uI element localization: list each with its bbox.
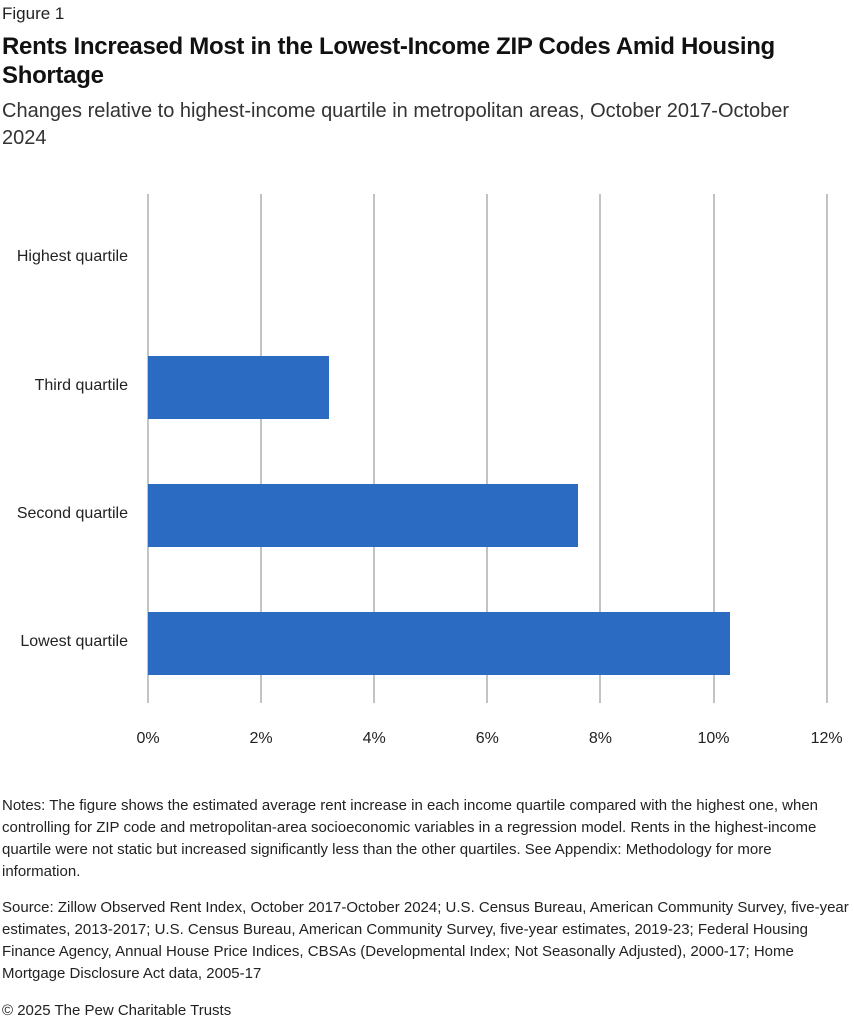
x-tick-label: 8% [588, 730, 612, 747]
gridline [486, 194, 489, 703]
figure-label: Figure 1 [2, 4, 65, 23]
category-label: Second quartile [16, 505, 128, 522]
gridline [260, 194, 263, 703]
bar [148, 611, 731, 675]
category-label: Third quartile [34, 377, 128, 394]
x-tick-label: 4% [362, 730, 386, 747]
gridline [712, 194, 715, 703]
category-label: Highest quartile [16, 248, 128, 265]
x-tick-label: 10% [697, 730, 730, 747]
x-tick-label: 2% [249, 730, 273, 747]
bar [148, 483, 578, 547]
copyright-text: © 2025 The Pew Charitable Trusts [2, 1002, 232, 1019]
chart-title: Rents Increased Most in the Lowest-Incom… [2, 33, 775, 89]
x-tick-label: 0% [136, 730, 160, 747]
notes-text: Notes: The figure shows the estimated av… [2, 797, 819, 880]
gridline [147, 194, 149, 703]
bar [148, 355, 329, 419]
gridline [373, 194, 376, 703]
plot-area: 0% 2% 4% 6% 8% 10% 12% Highest quartile Third qu… [16, 194, 843, 747]
x-tick-label: 6% [475, 730, 499, 747]
gridline [825, 194, 828, 703]
source-text: Source: Zillow Observed Rent Index, Octo… [2, 899, 849, 982]
category-label: Lowest quartile [20, 633, 128, 650]
gridline [599, 194, 602, 703]
chart-subtitle: Changes relative to highest-income quart… [2, 100, 790, 149]
x-tick-label: 12% [810, 730, 843, 747]
